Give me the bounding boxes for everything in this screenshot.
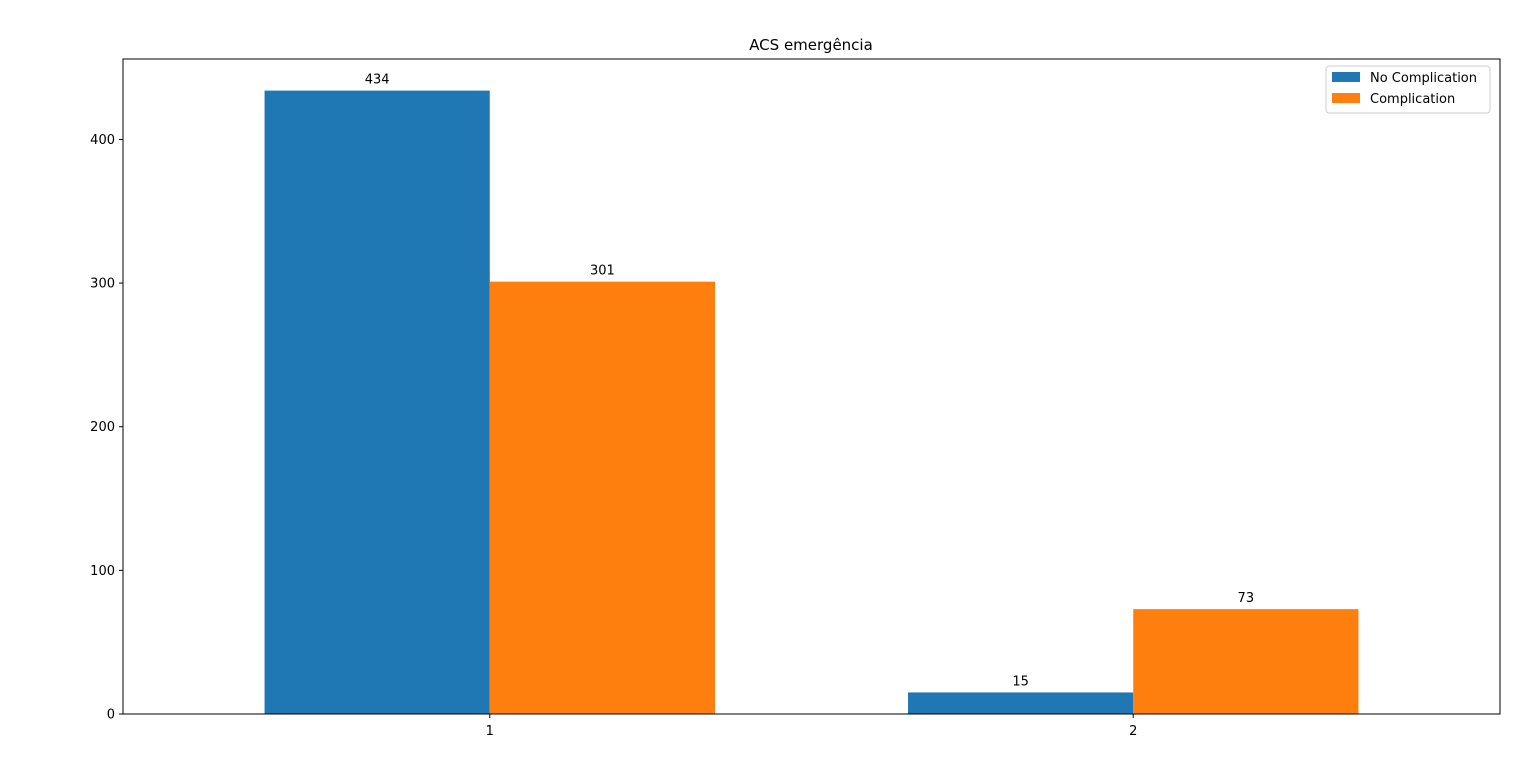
bar-no-complication-2 xyxy=(908,692,1134,714)
y-axis: 0 100 200 300 400 xyxy=(90,133,123,723)
bar-complication-1 xyxy=(489,281,715,714)
y-tick-label: 400 xyxy=(90,133,115,148)
y-tick-label: 200 xyxy=(90,420,115,435)
legend-label: Complication xyxy=(1370,92,1455,107)
data-label: 434 xyxy=(365,73,390,88)
plot-area: 434 301 15 73 xyxy=(122,58,1501,715)
legend: No Complication Complication xyxy=(1325,65,1491,114)
data-label: 15 xyxy=(1012,674,1029,689)
data-label: 301 xyxy=(590,264,615,279)
chart-title: ACS emergência xyxy=(749,36,873,54)
bar-no-complication-1 xyxy=(264,90,490,714)
data-label: 73 xyxy=(1238,591,1255,606)
x-tick-label: 1 xyxy=(486,724,494,739)
y-tick-label: 0 xyxy=(107,708,115,723)
legend-label: No Complication xyxy=(1370,71,1477,86)
axes-frame xyxy=(122,58,1501,715)
x-tick-label: 2 xyxy=(1129,724,1137,739)
y-tick-label: 300 xyxy=(90,277,115,292)
legend-swatch xyxy=(1332,72,1360,82)
legend-box xyxy=(1325,65,1491,114)
y-tick-label: 100 xyxy=(90,564,115,579)
legend-swatch xyxy=(1332,93,1360,103)
bar-complication-2 xyxy=(1133,609,1359,714)
